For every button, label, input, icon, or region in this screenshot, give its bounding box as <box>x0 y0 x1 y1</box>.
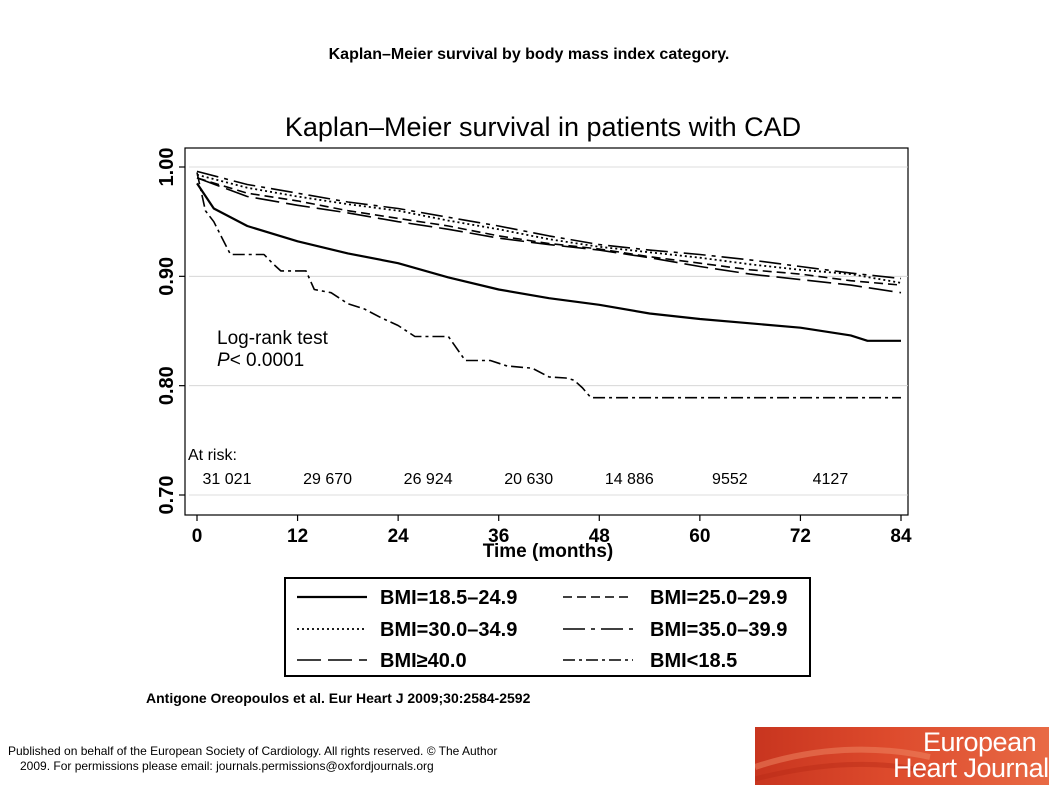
legend-label-4: BMI=35.0–39.9 <box>650 619 787 641</box>
chart-title: Kaplan–Meier survival in patients with C… <box>285 112 801 142</box>
footer-line-2: 2009. For permissions please email: jour… <box>20 759 434 773</box>
x-tick-label-48: 48 <box>589 526 610 547</box>
y-tick-label-1.00: 1.00 <box>156 148 178 187</box>
at-risk-value-36: 20 630 <box>504 471 553 488</box>
series-line-6 <box>196 172 901 399</box>
x-tick-label-72: 72 <box>790 526 811 547</box>
series-line-4 <box>196 170 902 280</box>
series-line-5 <box>196 177 902 294</box>
logo-word-1: European <box>923 727 1037 757</box>
citation: Antigone Oreopoulos et al. Eur Heart J 2… <box>146 690 531 706</box>
at-risk-label: At risk: <box>188 447 237 464</box>
at-risk-value-12: 29 670 <box>303 471 352 488</box>
legend-label-2: BMI=25.0–29.9 <box>650 587 787 609</box>
x-axis: 0 12 24 36 48 60 72 84 <box>192 515 912 547</box>
x-axis-label: Time (months) <box>483 541 614 562</box>
p-label: P <box>217 350 230 371</box>
series-line-2 <box>196 177 902 286</box>
p-value: P< 0.0001 <box>217 350 304 371</box>
at-risk-value-72: 4127 <box>813 471 849 488</box>
x-tick-label-24: 24 <box>388 526 410 547</box>
legend-label-6: BMI<18.5 <box>650 650 737 672</box>
survival-curves <box>196 170 902 399</box>
footer-copyright: Published on behalf of the European Soci… <box>8 744 748 774</box>
y-tick-label-0.70: 0.70 <box>156 476 178 515</box>
gridlines <box>189 166 908 496</box>
y-tick-label-0.90: 0.90 <box>156 257 178 296</box>
legend-label-3: BMI=30.0–34.9 <box>380 619 517 641</box>
legend-label-1: BMI=18.5–24.9 <box>380 587 517 609</box>
y-tick-label-0.80: 0.80 <box>156 366 178 405</box>
logrank-label: Log-rank test <box>217 328 329 349</box>
at-risk-value-0: 31 021 <box>203 471 252 488</box>
x-tick-label-0: 0 <box>192 526 203 547</box>
at-risk-value-48: 14 886 <box>605 471 654 488</box>
x-tick-label-36: 36 <box>488 526 509 547</box>
legend: BMI=18.5–24.9 BMI=25.0–29.9 BMI=30.0–34.9 B… <box>297 587 787 672</box>
slide-title: Kaplan–Meier survival by body mass index… <box>328 46 730 63</box>
journal-logo: European Heart Journal <box>755 727 1049 785</box>
legend-label-5: BMI≥40.0 <box>380 650 467 672</box>
at-risk-value-60: 9552 <box>712 471 748 488</box>
x-tick-label-12: 12 <box>287 526 308 547</box>
km-chart: Kaplan–Meier survival in patients with C… <box>156 112 912 677</box>
logo-swoosh <box>755 746 931 782</box>
logo-word-2: Heart Journal <box>893 753 1049 783</box>
footer-line-1: Published on behalf of the European Soci… <box>8 744 498 758</box>
at-risk-values: 31 021 29 670 26 924 20 630 14 886 9552 4127 <box>203 471 849 488</box>
x-tick-label-84: 84 <box>890 526 912 547</box>
plot-area-frame <box>184 147 909 516</box>
x-tick-label-60: 60 <box>689 526 710 547</box>
y-axis: 0.70 0.80 0.90 1.00 <box>156 148 185 515</box>
at-risk-value-24: 26 924 <box>404 471 453 488</box>
p-value-text: < 0.0001 <box>230 350 305 371</box>
legend-box <box>284 577 811 677</box>
series-line-1 <box>196 182 901 342</box>
